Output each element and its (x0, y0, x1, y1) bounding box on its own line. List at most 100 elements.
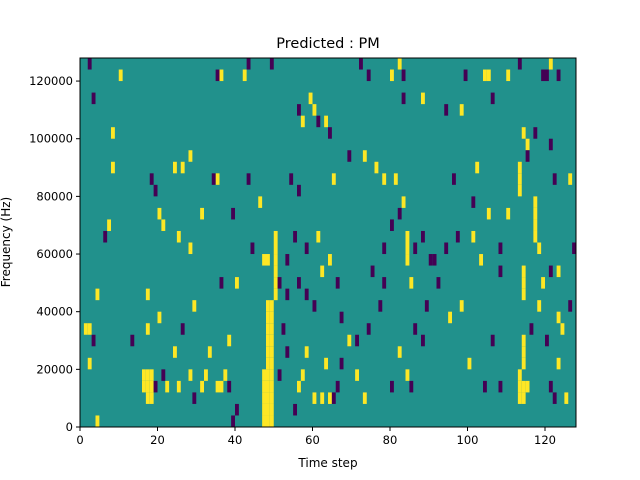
heatmap-cell (424, 300, 429, 312)
heatmap-cell (180, 161, 185, 174)
heatmap-cell (355, 334, 360, 347)
heatmap-cell (266, 357, 270, 370)
heatmap-cell (161, 219, 166, 231)
heatmap-cell (266, 415, 270, 427)
heatmap-cell (428, 254, 433, 266)
plot-area (79, 57, 577, 428)
heatmap-cell (130, 334, 135, 347)
heatmap-cell (401, 92, 406, 105)
heatmap-cell (382, 173, 387, 185)
heatmap-cell (304, 242, 309, 255)
heatmap-cell (297, 104, 301, 116)
heatmap-cell (401, 69, 406, 82)
heatmap-cell (200, 207, 205, 220)
y-axis-ticks: 0 20000 40000 60000 80000 100000 120000 (29, 74, 80, 434)
heatmap-cell (378, 300, 383, 312)
heatmap-cell (556, 265, 561, 278)
heatmap-cell (545, 69, 549, 82)
heatmap-cell (142, 369, 146, 381)
heatmap-cell (533, 127, 538, 139)
heatmap-cell (382, 242, 387, 255)
heatmap-cell (204, 369, 208, 381)
heatmap-cell (273, 254, 278, 266)
heatmap-cell (285, 288, 290, 301)
heatmap-cell (277, 369, 282, 381)
heatmap-cell (262, 403, 267, 416)
x-tick-label: 120 (534, 433, 556, 447)
heatmap-cell (312, 392, 317, 404)
heatmap-cell (269, 58, 274, 70)
heatmap-cell (498, 380, 503, 393)
y-tick-label: 60000 (36, 247, 73, 261)
y-tick-label: 80000 (36, 189, 73, 203)
heatmap-cell (262, 254, 267, 266)
heatmap-cell (390, 219, 394, 231)
heatmap-cell (289, 173, 294, 185)
heatmap-cell (316, 230, 321, 243)
heatmap-cell (173, 346, 177, 358)
heatmap-cell (405, 369, 410, 381)
heatmap-cell (219, 277, 224, 289)
heatmap-cell (176, 380, 181, 393)
heatmap-cell (269, 346, 274, 358)
heatmap-cell (262, 369, 267, 381)
heatmap-cell (145, 323, 150, 335)
heatmap-cell (331, 392, 336, 404)
heatmap-cell (304, 346, 309, 358)
heatmap-cell (215, 69, 220, 82)
heatmap-cell (227, 334, 232, 347)
heatmap-cell (366, 69, 371, 82)
heatmap-cell (393, 173, 398, 185)
heatmap-cell (541, 69, 546, 82)
heatmap-cell (269, 392, 274, 404)
heatmap-cell (293, 230, 298, 243)
heatmap-cell (157, 207, 162, 220)
heatmap-cell (157, 311, 162, 324)
heatmap-cell (262, 392, 267, 404)
heatmap-cell (517, 184, 522, 197)
heatmap-cell (269, 300, 274, 312)
heatmap-cell (521, 380, 526, 393)
heatmap-cell (277, 277, 282, 289)
heatmap-cell (552, 392, 557, 404)
heatmap-cell (165, 380, 170, 393)
heatmap-cell (149, 369, 154, 381)
heatmap-cell (153, 380, 158, 393)
heatmap-cell (486, 69, 491, 82)
heatmap-cell (87, 357, 92, 370)
heatmap-cell (266, 403, 270, 416)
heatmap-cell (444, 104, 449, 116)
heatmap-cell (409, 277, 414, 289)
heatmap-cell (517, 173, 522, 185)
heatmap-cell (95, 288, 100, 301)
heatmap-cell (560, 323, 565, 335)
heatmap-cell (452, 173, 456, 185)
heatmap-cell (215, 173, 220, 185)
heatmap-cell (409, 380, 414, 393)
x-tick-label: 100 (457, 433, 479, 447)
heatmap-cell (498, 265, 503, 278)
heatmap-cell (118, 69, 123, 82)
heatmap-cell (269, 369, 274, 381)
x-tick-label: 40 (228, 433, 243, 447)
heatmap-cell (471, 230, 476, 243)
heatmap-cell (521, 392, 526, 404)
heatmap-cell (401, 196, 406, 208)
heatmap-cell (246, 173, 251, 185)
heatmap-cell (269, 415, 274, 427)
heatmap-cell (320, 392, 325, 404)
heatmap-cell (308, 92, 313, 105)
heatmap-cell (366, 323, 371, 335)
heatmap-cell (145, 392, 150, 404)
y-tick-label: 20000 (36, 362, 73, 376)
heatmap-cell (219, 380, 224, 393)
heatmap-cell (145, 288, 150, 301)
heatmap-cell (219, 69, 224, 82)
x-tick-label: 80 (383, 433, 398, 447)
heatmap-cell (149, 392, 154, 404)
heatmap-cell (564, 392, 569, 404)
heatmap-cell (525, 150, 530, 162)
heatmap-cell (331, 173, 336, 185)
heatmap-cell (285, 254, 290, 266)
heatmap-cell (262, 380, 267, 393)
